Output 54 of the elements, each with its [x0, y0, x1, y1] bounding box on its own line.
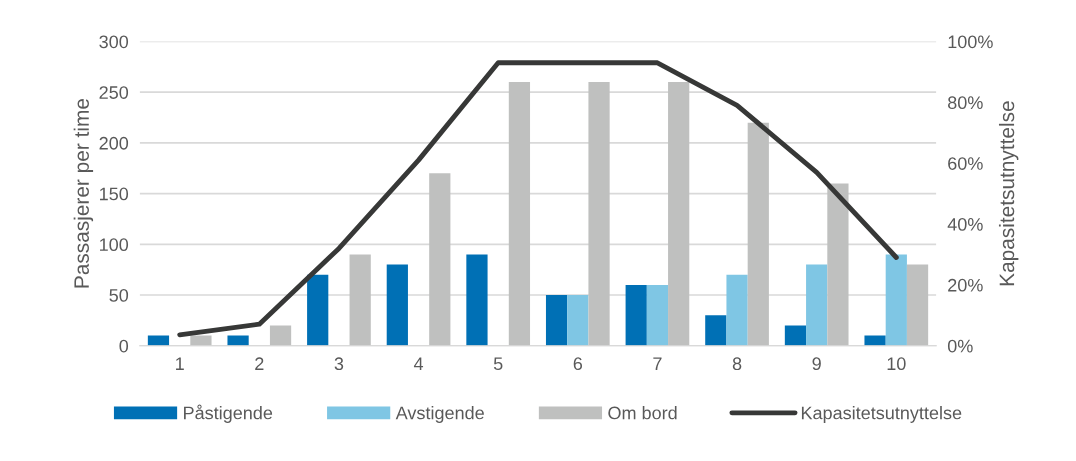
bar: [784, 325, 807, 346]
bar: [906, 264, 929, 346]
bar: [545, 295, 568, 346]
y2-tick-label: 20%: [948, 278, 983, 292]
y2-tick-label: 100%: [948, 35, 993, 49]
bar: [646, 284, 669, 346]
legend-label: Påstigende: [184, 404, 273, 423]
x-tick-label: 9: [812, 357, 821, 371]
y-tick-label: 50: [109, 288, 129, 302]
bar: [625, 284, 647, 346]
y-tick-label: 0: [119, 339, 129, 353]
bar: [508, 82, 531, 346]
y-tick-label: 200: [99, 136, 129, 150]
y2-tick-label: 0%: [947, 339, 973, 353]
x-tick-label: 2: [255, 357, 264, 370]
bar: [668, 82, 690, 346]
y-tick-label: 100: [100, 238, 129, 252]
y-tick-label: 300: [99, 35, 129, 49]
bar: [466, 254, 488, 346]
legend-label: Om bord: [608, 406, 677, 420]
x-tick-label: 10: [887, 357, 906, 371]
line-series: [177, 60, 899, 338]
x-tick-label: 3: [334, 357, 344, 371]
bar: [349, 254, 371, 346]
x-tick-label: 6: [573, 357, 583, 371]
bar: [307, 274, 329, 346]
x-tick-label: 4: [413, 357, 424, 370]
bar: [806, 264, 828, 346]
bar: [747, 122, 769, 346]
y2-axis-title: Kapasitetsutnyttelse: [998, 101, 1019, 286]
bar: [429, 173, 451, 346]
y-axis-title: Passasjerer per time: [73, 99, 94, 288]
bar: [885, 254, 907, 346]
x-tick-label: 8: [732, 357, 742, 371]
bar: [190, 335, 212, 346]
y2-tick-label: 60%: [948, 157, 983, 170]
bar: [227, 335, 249, 346]
bar: [864, 335, 886, 346]
legend-label: Kapasitetsutnyttelse: [801, 406, 962, 423]
y2-tick-label: 80%: [948, 96, 983, 110]
bar: [705, 315, 727, 346]
x-tick-label: 5: [493, 357, 503, 371]
y-tick-label: 250: [99, 86, 129, 99]
bar: [726, 274, 748, 346]
legend-label: Avstigende: [395, 406, 484, 423]
y2-tick-label: 40%: [947, 217, 983, 231]
bar: [567, 295, 589, 346]
bar: [386, 264, 408, 346]
x-tick-label: 7: [653, 357, 662, 370]
bar: [827, 183, 849, 346]
x-tick-label: 1: [176, 357, 184, 370]
bar: [269, 325, 292, 346]
y-tick-label: 150: [100, 187, 129, 201]
bar: [588, 82, 610, 346]
